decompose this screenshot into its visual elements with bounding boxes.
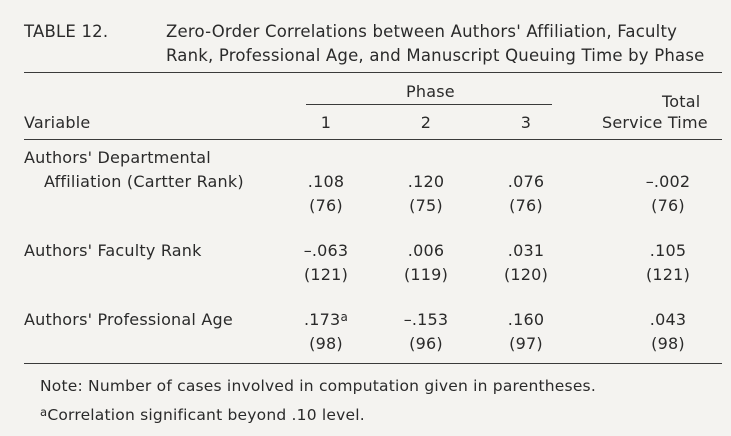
cell-corr: .031 [507,241,545,260]
row-label-line1: Authors' Departmental [24,148,211,167]
footnote-marker: a [340,310,348,324]
cell-n: (98) [309,334,343,353]
phase-col-2: 2 [420,113,432,132]
cell-n: (120) [503,265,549,284]
cell-n-total: (76) [651,196,685,215]
variable-header: Variable [24,113,91,132]
bottom-rule [24,363,722,364]
cell-n: (76) [509,196,543,215]
cell-n: (119) [403,265,449,284]
cell-n: (96) [409,334,443,353]
cell-corr: .076 [507,172,545,191]
row-label: Authors' Professional Age [24,310,233,329]
cell-corr: .120 [407,172,445,191]
cell-corr: –.153 [403,310,449,329]
cell-corr: –.063 [303,241,349,260]
cell-corr: .173a [286,310,366,329]
table-title-line1: Zero-Order Correlations between Authors'… [166,22,678,41]
cell-n-total: (98) [651,334,685,353]
cell-corr-total: .105 [649,241,687,260]
table-note: Note: Number of cases involved in comput… [40,377,596,395]
phase-header: Phase [406,82,455,101]
phase-col-3: 3 [520,113,532,132]
row-label-line2: Affiliation (Cartter Rank) [44,172,244,191]
cell-corr: .160 [507,310,545,329]
header-rule [24,139,722,140]
table-label: TABLE 12. [24,22,109,41]
footnote-text: Correlation significant beyond .10 level… [47,406,365,425]
row-label: Authors' Faculty Rank [24,241,202,260]
footnote-marker: a [40,405,48,419]
phase-col-1: 1 [320,113,332,132]
total-header-line2: Service Time [602,113,708,132]
total-header-line1: Total [662,92,701,111]
phase-rule [306,104,552,105]
cell-corr-total: .043 [649,310,687,329]
cell-n-total: (121) [645,265,691,284]
footnote: aCorrelation significant beyond .10 leve… [40,405,365,424]
cell-n: (76) [309,196,343,215]
top-rule [24,72,722,73]
cell-n: (75) [409,196,443,215]
cell-corr-total: –.002 [645,172,691,191]
cell-corr-value: .173 [304,310,341,330]
cell-n: (121) [303,265,349,284]
cell-corr: .108 [307,172,345,191]
cell-n: (97) [509,334,543,353]
cell-corr: .006 [407,241,445,260]
table-title-line2: Rank, Professional Age, and Manuscript Q… [166,46,705,65]
